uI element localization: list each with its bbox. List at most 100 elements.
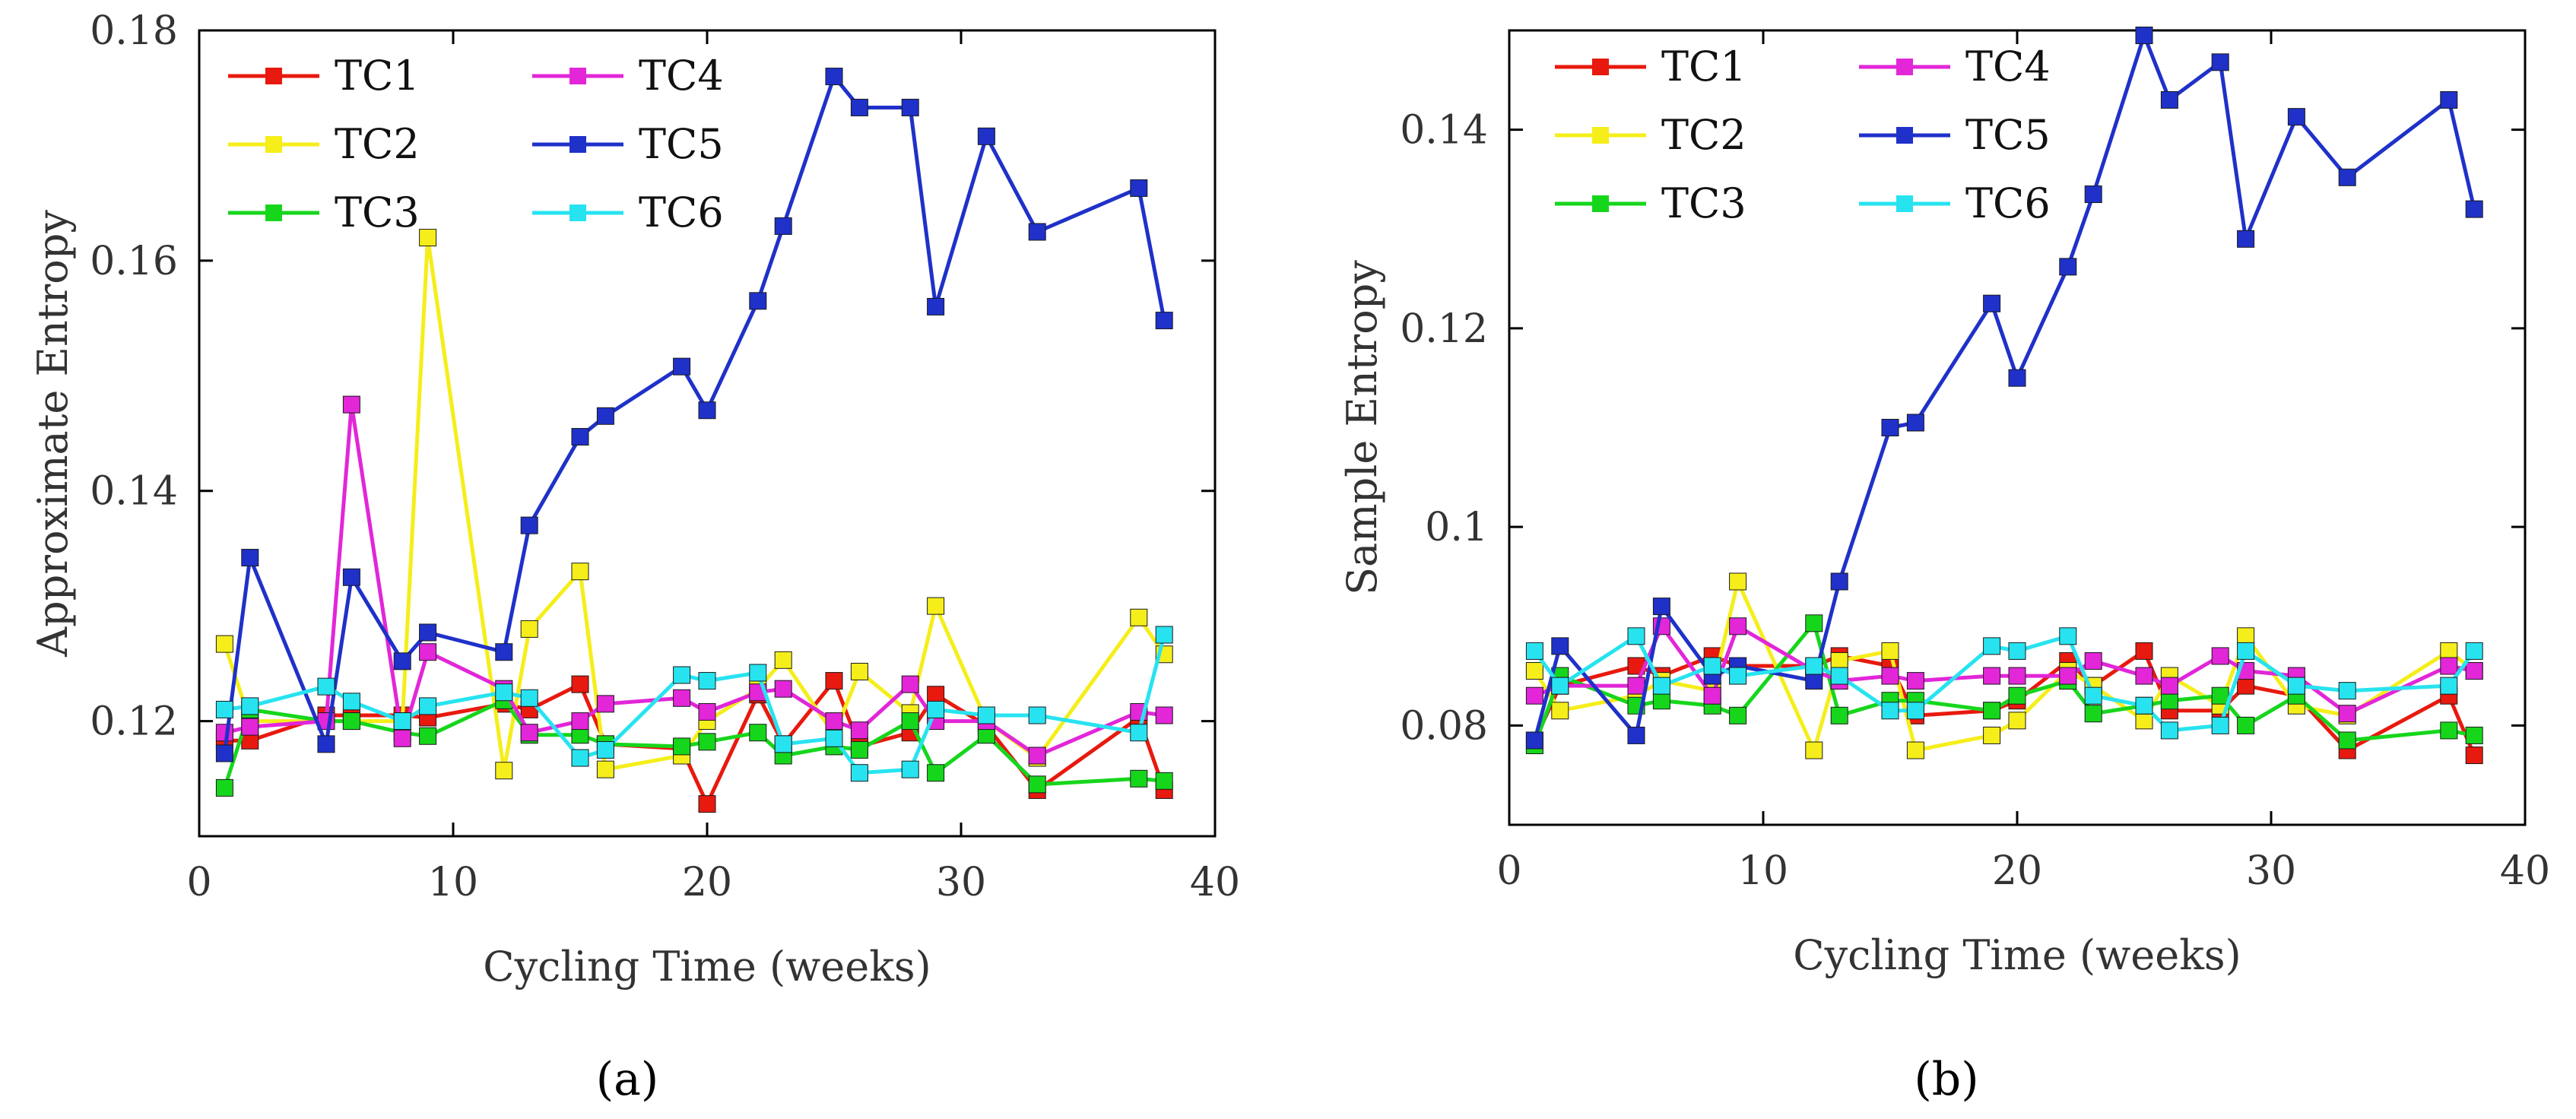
data-point xyxy=(215,778,233,797)
data-point xyxy=(927,686,945,704)
data-point xyxy=(927,764,945,782)
legend-entry: TC6 xyxy=(1859,179,2051,227)
data-point xyxy=(698,401,716,420)
data-point xyxy=(1130,724,1148,742)
data-point xyxy=(698,795,716,813)
data-point xyxy=(2008,642,2026,660)
data-point xyxy=(901,98,919,116)
data-point xyxy=(2059,667,2077,685)
data-point xyxy=(215,700,233,718)
data-point xyxy=(825,68,843,86)
data-point xyxy=(2084,686,2102,705)
data-point xyxy=(2440,657,2458,675)
data-point xyxy=(2338,705,2356,723)
data-point xyxy=(1525,642,1543,660)
legend-marker xyxy=(569,68,586,84)
series-line xyxy=(1533,648,2476,756)
data-point xyxy=(1028,775,1046,794)
data-point xyxy=(927,597,945,615)
data-point xyxy=(1906,741,1924,759)
data-point xyxy=(1881,642,1899,660)
data-point xyxy=(673,689,691,707)
data-point xyxy=(698,733,716,751)
legend-entry: TC3 xyxy=(228,189,420,236)
data-point xyxy=(571,428,589,446)
legend-label: TC5 xyxy=(1965,111,2051,159)
data-point xyxy=(2135,27,2153,45)
data-point xyxy=(850,740,868,759)
x-tick-label: 20 xyxy=(682,860,732,905)
x-tick-label: 30 xyxy=(936,860,986,905)
data-point xyxy=(673,666,691,684)
legend-entry: TC1 xyxy=(228,52,420,100)
data-point xyxy=(2465,662,2483,680)
data-point xyxy=(2135,642,2153,660)
data-point xyxy=(673,737,691,756)
legend-entry: TC5 xyxy=(532,120,724,168)
legend-marker xyxy=(1896,127,1913,144)
data-point xyxy=(2059,258,2077,276)
data-point xyxy=(901,675,919,693)
series-tc5 xyxy=(215,68,1173,762)
data-point xyxy=(419,643,437,661)
data-point xyxy=(2338,731,2356,750)
data-point xyxy=(2084,651,2102,670)
data-point xyxy=(1627,627,1645,645)
data-point xyxy=(927,297,945,315)
legend-entry: TC6 xyxy=(532,189,724,236)
data-point xyxy=(2465,726,2483,744)
data-point xyxy=(2465,200,2483,218)
data-point xyxy=(571,563,589,581)
data-point xyxy=(393,729,411,747)
series-tc6 xyxy=(215,626,1173,782)
data-point xyxy=(342,693,360,711)
data-point xyxy=(825,729,843,747)
legend-marker xyxy=(265,136,282,153)
legend-marker xyxy=(1896,59,1913,75)
series-line xyxy=(223,236,1166,773)
data-point xyxy=(1551,702,1569,720)
data-point xyxy=(596,740,614,759)
data-point xyxy=(1805,657,1823,675)
legend-marker xyxy=(1592,127,1609,144)
data-point xyxy=(2160,90,2178,109)
legend-label: TC1 xyxy=(1661,43,1746,90)
panel-a: 0 10 20 30 40 0.12 0.14 0.16 0.18 Cycling Time (w… xyxy=(29,8,1240,1106)
legend-entry: TC4 xyxy=(1859,43,2051,90)
legend-entry: TC2 xyxy=(1555,111,1746,159)
series-line xyxy=(224,679,1166,807)
data-point xyxy=(495,762,513,780)
legend-label: TC1 xyxy=(335,52,420,100)
data-point xyxy=(2338,682,2356,700)
data-point xyxy=(850,98,868,116)
data-point xyxy=(317,735,335,753)
data-point xyxy=(850,662,868,680)
data-point xyxy=(2008,712,2026,730)
data-point xyxy=(1881,702,1899,720)
data-point xyxy=(2008,667,2026,685)
data-point xyxy=(1906,672,1924,690)
data-point xyxy=(2237,642,2255,660)
panel-b: 0 10 20 30 40 0.08 0.1 0.12 0.14 Cycling Time (we… xyxy=(1338,27,2550,1106)
data-point xyxy=(2287,677,2305,695)
data-point xyxy=(825,712,843,731)
x-tick-label: 40 xyxy=(1190,860,1240,905)
x-axis-title: Cycling Time (weeks) xyxy=(1793,931,2241,979)
y-tick-label: 0.16 xyxy=(90,239,178,284)
data-point xyxy=(2211,686,2229,705)
data-point xyxy=(2211,716,2229,734)
legend-entry: TC1 xyxy=(1555,43,1746,90)
data-point xyxy=(927,700,945,718)
data-point xyxy=(241,697,259,715)
data-point xyxy=(1906,702,1924,720)
data-point xyxy=(1652,598,1670,616)
data-point xyxy=(1525,731,1543,750)
series-tc5 xyxy=(1525,27,2483,750)
data-point xyxy=(1703,657,1721,675)
data-point xyxy=(495,643,513,661)
data-point xyxy=(1983,637,2001,655)
data-point xyxy=(1155,772,1173,790)
data-point xyxy=(520,689,538,707)
data-point xyxy=(1983,294,2001,312)
legend-entry: TC4 xyxy=(532,52,724,100)
